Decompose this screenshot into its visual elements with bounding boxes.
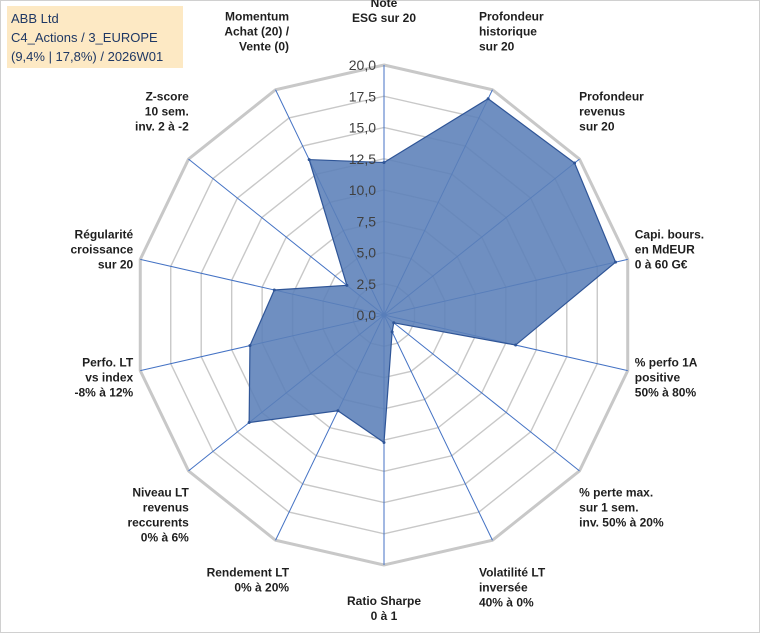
chart-title-box: ABB Ltd C4_Actions / 3_EUROPE (9,4% | 17… bbox=[7, 6, 183, 68]
axis-label-line: % perte max. bbox=[579, 486, 653, 500]
axis-label: Profondeur historique sur 20 bbox=[479, 10, 544, 54]
axis-label-line: Vente (0) bbox=[239, 40, 289, 54]
axis-label-line: Z-score bbox=[145, 89, 189, 103]
axis-label-line: Régularité bbox=[75, 227, 134, 241]
data-point bbox=[336, 409, 340, 413]
axis-label-line: % perfo 1A bbox=[635, 356, 698, 370]
tick-label: 17,5 bbox=[349, 88, 376, 104]
axis-label-line: sur 1 sem. bbox=[579, 501, 638, 515]
data-point bbox=[247, 421, 251, 425]
axis-label: Régularité croissance sur 20 bbox=[71, 227, 134, 271]
series-layer bbox=[247, 97, 618, 444]
axis-spoke bbox=[383, 314, 580, 472]
axis-labels: Note ESG sur 20 Profondeur historique sur 20… bbox=[71, 0, 705, 623]
data-point bbox=[382, 441, 386, 444]
data-point bbox=[392, 321, 396, 325]
axis-label-line: croissance bbox=[71, 242, 134, 256]
axis-label-line: inv. 2 à -2 bbox=[135, 119, 189, 133]
axis-label-line: Capi. bours. bbox=[635, 227, 704, 241]
axis-label-line: Profondeur bbox=[479, 10, 544, 24]
axis-label-line: Rendement LT bbox=[207, 565, 290, 579]
data-point bbox=[514, 343, 518, 347]
axis-label: Perfo. LT vs index -8% à 12% bbox=[75, 356, 134, 400]
data-point bbox=[486, 97, 490, 101]
data-point bbox=[390, 330, 394, 334]
axis-label-line: sur 20 bbox=[479, 40, 515, 54]
data-point bbox=[248, 344, 252, 348]
axis-label: Volatilité LT inversée 40% à 0% bbox=[479, 565, 546, 609]
chart-title-line: (9,4% | 17,8%) / 2026W01 bbox=[11, 49, 164, 64]
axis-label: Momentum Achat (20) / Vente (0) bbox=[224, 10, 289, 54]
axis-label: % perte max. sur 1 sem. inv. 50% à 20% bbox=[579, 486, 664, 530]
axis-label-line: 0 à 1 bbox=[371, 609, 398, 623]
axis-label-line: revenus bbox=[143, 501, 189, 515]
tick-label: 2,5 bbox=[357, 276, 377, 292]
axis-label: Capi. bours. en MdEUR 0 à 60 G€ bbox=[635, 227, 704, 271]
axis-label: Rendement LT 0% à 20% bbox=[207, 565, 290, 594]
data-point bbox=[272, 288, 276, 292]
axis-label-line: positive bbox=[635, 371, 681, 385]
axis-label-line: historique bbox=[479, 25, 537, 39]
axis-label-line: reccurents bbox=[127, 516, 189, 530]
axis-label-line: 0 à 60 G€ bbox=[635, 257, 688, 271]
axis-label-line: sur 20 bbox=[98, 257, 134, 271]
chart-title-line: C4_Actions / 3_EUROPE bbox=[11, 30, 158, 45]
tick-label: 12,5 bbox=[349, 151, 376, 167]
tick-label: 10,0 bbox=[349, 182, 376, 198]
axis-label-line: en MdEUR bbox=[635, 242, 695, 256]
axis-label-line: Note bbox=[371, 0, 398, 10]
data-point bbox=[573, 161, 577, 165]
axis-spoke bbox=[383, 314, 493, 541]
data-point bbox=[382, 161, 386, 164]
axis-label-line: Profondeur bbox=[579, 89, 644, 103]
tick-label: 5,0 bbox=[357, 245, 377, 261]
axis-label-line: 50% à 80% bbox=[635, 386, 697, 400]
axis-label: Z-score 10 sem. inv. 2 à -2 bbox=[135, 89, 189, 133]
axis-label-line: sur 20 bbox=[579, 119, 615, 133]
axis-label: Ratio Sharpe 0 à 1 bbox=[347, 594, 421, 623]
tick-label: 7,5 bbox=[357, 213, 377, 229]
data-point bbox=[345, 283, 349, 287]
axis-label-line: Momentum bbox=[225, 10, 289, 24]
axis-label-line: vs index bbox=[85, 371, 133, 385]
tick-label: 20,0 bbox=[349, 57, 376, 73]
axis-label-line: Niveau LT bbox=[132, 486, 189, 500]
axis-label-line: revenus bbox=[579, 104, 625, 118]
axis-label-line: 10 sem. bbox=[145, 104, 189, 118]
axis-label-line: 0% à 20% bbox=[234, 580, 289, 594]
axis-label: Niveau LT revenus reccurents 0% à 6% bbox=[127, 486, 189, 545]
axis-label-line: Ratio Sharpe bbox=[347, 594, 421, 608]
axis-label-line: Volatilité LT bbox=[479, 565, 546, 579]
tick-labels: 0,0 2,5 5,0 7,5 10,0 12,5 15,0 17,5 20,0 bbox=[349, 57, 376, 323]
tick-label: 0,0 bbox=[357, 307, 377, 323]
axis-label-line: -8% à 12% bbox=[75, 386, 134, 400]
axis-label-line: Achat (20) / bbox=[224, 25, 289, 39]
axis-label-line: Perfo. LT bbox=[82, 356, 134, 370]
axis-label-line: inversée bbox=[479, 580, 528, 594]
axis-label-line: ESG sur 20 bbox=[352, 11, 416, 25]
axis-label-line: 40% à 0% bbox=[479, 595, 534, 609]
axis-label-line: inv. 50% à 20% bbox=[579, 516, 664, 530]
axis-label: % perfo 1A positive 50% à 80% bbox=[635, 356, 698, 400]
axis-label-line: 0% à 6% bbox=[141, 531, 189, 545]
data-point bbox=[614, 260, 618, 264]
tick-label: 15,0 bbox=[349, 120, 376, 136]
axis-label: Note ESG sur 20 bbox=[352, 0, 416, 25]
data-point bbox=[307, 158, 311, 162]
chart-title-line: ABB Ltd bbox=[11, 11, 59, 26]
axis-label: Profondeur revenus sur 20 bbox=[579, 89, 644, 133]
